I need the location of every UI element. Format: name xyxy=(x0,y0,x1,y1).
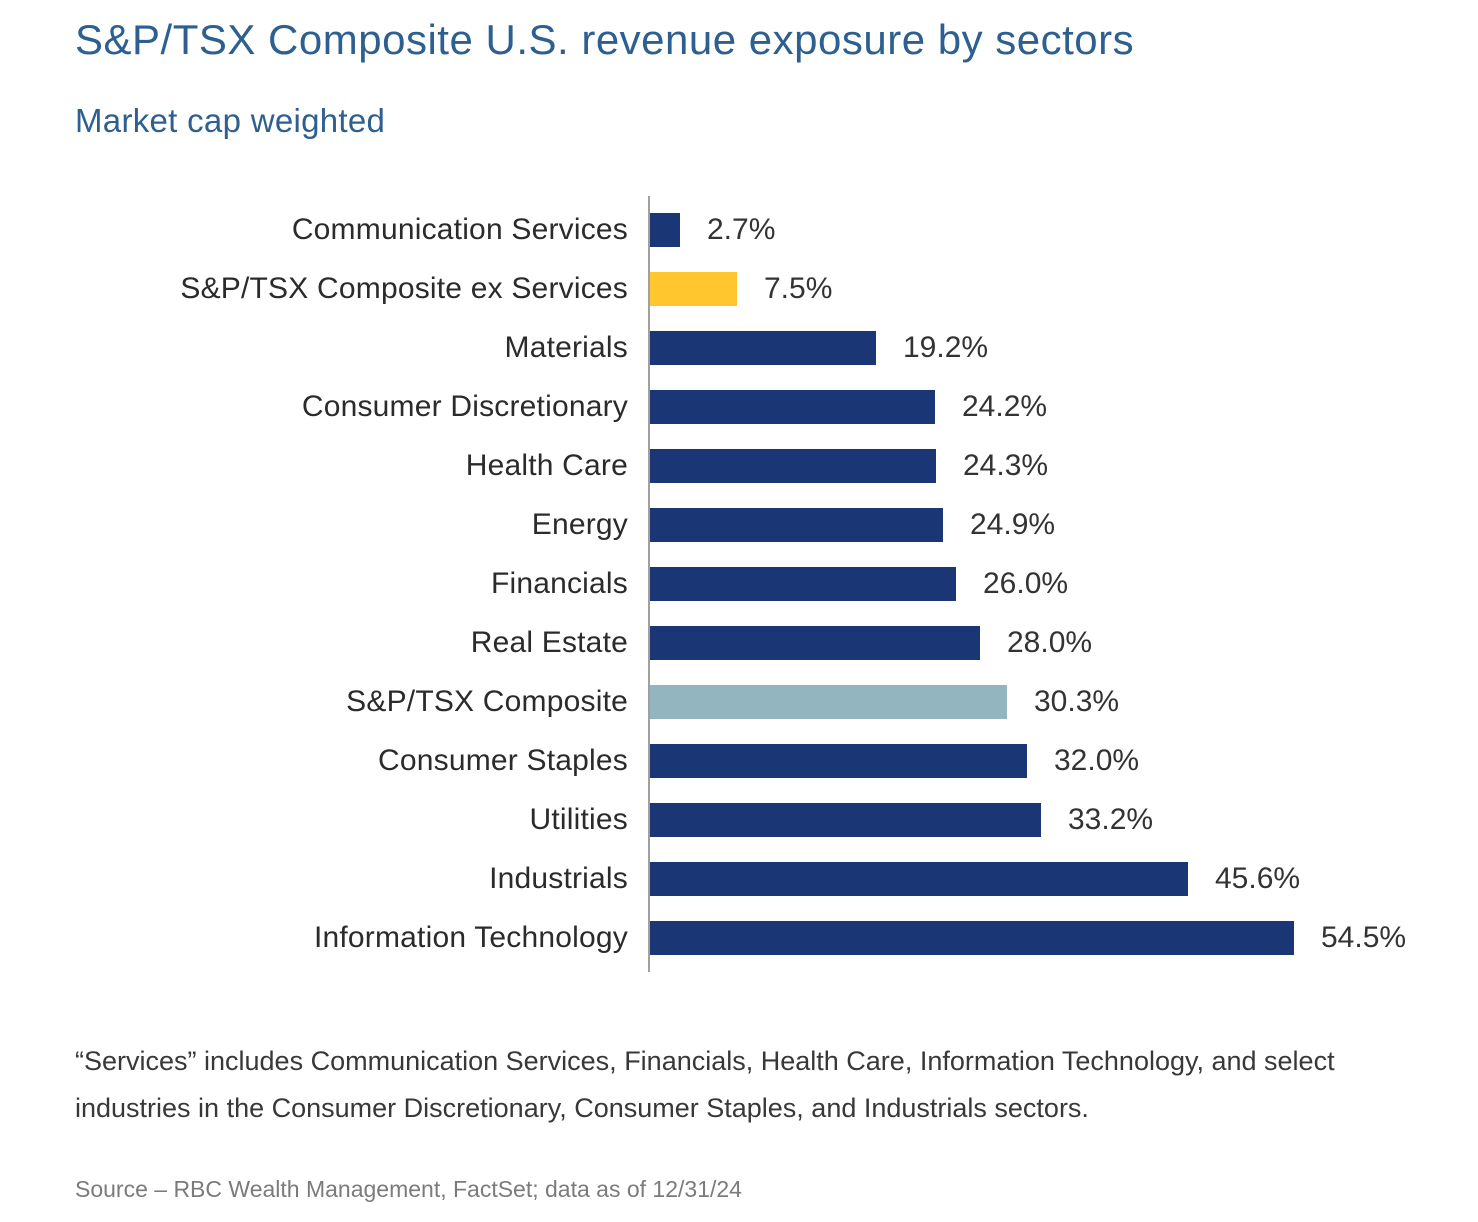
category-label: Consumer Staples xyxy=(378,743,628,777)
bar-track: 28.0% xyxy=(648,613,1440,672)
y-axis-line xyxy=(648,196,650,972)
value-label: 26.0% xyxy=(983,566,1069,600)
bar xyxy=(648,271,737,306)
bar xyxy=(648,861,1188,896)
value-label: 24.3% xyxy=(963,448,1049,482)
chart-row: S&P/TSX Composite 30.3% xyxy=(75,672,1440,731)
chart-row: Information Technology 54.5% xyxy=(75,908,1440,967)
bar-track: 30.3% xyxy=(648,672,1440,731)
chart-row: Consumer Staples 32.0% xyxy=(75,731,1440,790)
category-label: S&P/TSX Composite ex Services xyxy=(180,271,628,305)
chart-row: Financials 26.0% xyxy=(75,554,1440,613)
chart-row: Industrials 45.6% xyxy=(75,849,1440,908)
chart-title: S&P/TSX Composite U.S. revenue exposure … xyxy=(75,16,1135,63)
category-label: Industrials xyxy=(489,861,628,895)
chart-row: Materials 19.2% xyxy=(75,318,1440,377)
value-label: 33.2% xyxy=(1068,802,1154,836)
value-label: 32.0% xyxy=(1054,743,1140,777)
source-line: Source – RBC Wealth Management, FactSet;… xyxy=(75,1176,742,1202)
chart-row: Communication Services 2.7% xyxy=(75,200,1440,259)
chart-row: S&P/TSX Composite ex Services 7.5% xyxy=(75,259,1440,318)
category-label: Financials xyxy=(490,566,628,600)
value-label: 28.0% xyxy=(1007,625,1093,659)
value-label: 7.5% xyxy=(764,271,833,305)
category-label: Information Technology xyxy=(313,920,628,954)
footnote: “Services” includes Communication Servic… xyxy=(75,1046,1335,1123)
category-label: Real Estate xyxy=(470,625,628,659)
category-label: Utilities xyxy=(529,802,628,836)
category-label: Health Care xyxy=(465,448,628,482)
chart-row: Energy 24.9% xyxy=(75,495,1440,554)
chart-row: Health Care 24.3% xyxy=(75,436,1440,495)
bar xyxy=(648,566,956,601)
bar xyxy=(648,389,935,424)
bar xyxy=(648,212,680,247)
value-label: 54.5% xyxy=(1321,920,1407,954)
category-label: Energy xyxy=(531,507,628,541)
chart-row: Utilities 33.2% xyxy=(75,790,1440,849)
bar-track: 33.2% xyxy=(648,790,1440,849)
value-label: 30.3% xyxy=(1034,684,1120,718)
chart-subtitle: Market cap weighted xyxy=(75,102,386,139)
bar xyxy=(648,802,1041,837)
bar-track: 19.2% xyxy=(648,318,1440,377)
bar-track: 32.0% xyxy=(648,731,1440,790)
bar xyxy=(648,920,1294,955)
value-label: 24.9% xyxy=(970,507,1056,541)
chart-row: Consumer Discretionary 24.2% xyxy=(75,377,1440,436)
bar-track: 24.3% xyxy=(648,436,1440,495)
bar xyxy=(648,507,943,542)
chart-row: Real Estate 28.0% xyxy=(75,613,1440,672)
value-label: 19.2% xyxy=(903,330,989,364)
bar-chart: Communication Services 2.7% S&P/TSX Comp… xyxy=(75,196,1440,972)
category-label: Communication Services xyxy=(291,212,628,246)
value-label: 2.7% xyxy=(707,212,776,246)
bar-track: 54.5% xyxy=(648,908,1440,967)
bar-track: 7.5% xyxy=(648,259,1440,318)
bar xyxy=(648,684,1007,719)
value-label: 24.2% xyxy=(962,389,1048,423)
value-label: 45.6% xyxy=(1215,861,1301,895)
bar xyxy=(648,625,980,660)
category-label: Consumer Discretionary xyxy=(301,389,628,423)
bar-track: 26.0% xyxy=(648,554,1440,613)
bar xyxy=(648,448,936,483)
bar-track: 24.2% xyxy=(648,377,1440,436)
bar-track: 24.9% xyxy=(648,495,1440,554)
bar xyxy=(648,330,876,365)
category-label: Materials xyxy=(504,330,628,364)
bar-track: 45.6% xyxy=(648,849,1440,908)
bar-track: 2.7% xyxy=(648,200,1440,259)
bar xyxy=(648,743,1027,778)
category-label: S&P/TSX Composite xyxy=(346,684,628,718)
